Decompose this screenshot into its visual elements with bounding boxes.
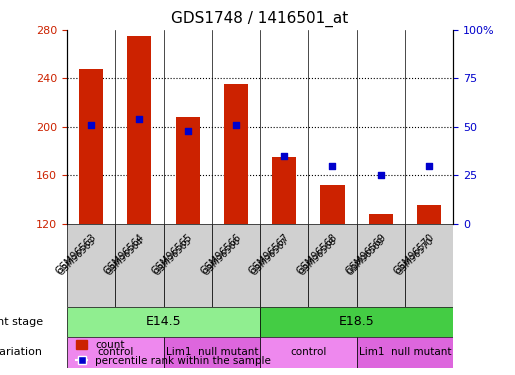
- Text: GSM96567: GSM96567: [249, 236, 290, 277]
- Text: Lim1  null mutant: Lim1 null mutant: [358, 347, 451, 357]
- Text: GSM96569: GSM96569: [344, 232, 388, 276]
- Text: genotype/variation: genotype/variation: [0, 347, 43, 357]
- Text: control: control: [97, 347, 133, 357]
- Bar: [356, 224, 405, 307]
- Point: [232, 122, 240, 128]
- Point: [135, 116, 144, 122]
- Text: control: control: [290, 347, 327, 357]
- Bar: [272, 157, 296, 224]
- Text: GSM96563: GSM96563: [54, 232, 98, 276]
- Bar: [212, 224, 260, 307]
- Point: [425, 162, 433, 168]
- Text: GSM96566: GSM96566: [199, 232, 243, 276]
- Text: GSM96568: GSM96568: [295, 232, 339, 276]
- Point: [329, 162, 337, 168]
- FancyBboxPatch shape: [163, 337, 260, 368]
- Text: GSM96570: GSM96570: [391, 232, 436, 276]
- Bar: [260, 224, 308, 307]
- Point: [87, 122, 95, 128]
- Point: [376, 172, 385, 178]
- Text: GSM96565: GSM96565: [150, 232, 195, 276]
- FancyBboxPatch shape: [260, 337, 356, 368]
- Bar: [224, 84, 248, 224]
- Text: E18.5: E18.5: [339, 315, 374, 328]
- Bar: [127, 36, 151, 224]
- Text: GSM96566: GSM96566: [201, 236, 242, 277]
- Text: GSM96570: GSM96570: [394, 236, 435, 277]
- Title: GDS1748 / 1416501_at: GDS1748 / 1416501_at: [171, 11, 349, 27]
- Text: GSM96568: GSM96568: [298, 236, 339, 277]
- Bar: [308, 224, 356, 307]
- Bar: [417, 206, 441, 224]
- Text: GSM96564: GSM96564: [102, 232, 146, 276]
- Bar: [369, 214, 393, 223]
- Text: GSM96569: GSM96569: [346, 236, 387, 277]
- Bar: [163, 224, 212, 307]
- Bar: [176, 117, 200, 224]
- Text: development stage: development stage: [0, 317, 43, 327]
- Legend: count, percentile rank within the sample: count, percentile rank within the sample: [72, 336, 275, 370]
- FancyBboxPatch shape: [67, 307, 260, 337]
- Bar: [67, 224, 115, 307]
- Text: GSM96565: GSM96565: [153, 236, 194, 277]
- Text: E14.5: E14.5: [146, 315, 181, 328]
- FancyBboxPatch shape: [260, 307, 453, 337]
- Bar: [115, 224, 163, 307]
- Bar: [320, 185, 345, 224]
- Text: GSM96563: GSM96563: [56, 236, 97, 277]
- Text: GSM96564: GSM96564: [105, 236, 146, 277]
- FancyBboxPatch shape: [356, 337, 453, 368]
- Text: Lim1  null mutant: Lim1 null mutant: [165, 347, 258, 357]
- Point: [280, 153, 288, 159]
- Text: GSM96567: GSM96567: [247, 232, 291, 276]
- Bar: [79, 69, 103, 224]
- FancyBboxPatch shape: [67, 337, 163, 368]
- Point: [183, 128, 192, 134]
- Bar: [405, 224, 453, 307]
